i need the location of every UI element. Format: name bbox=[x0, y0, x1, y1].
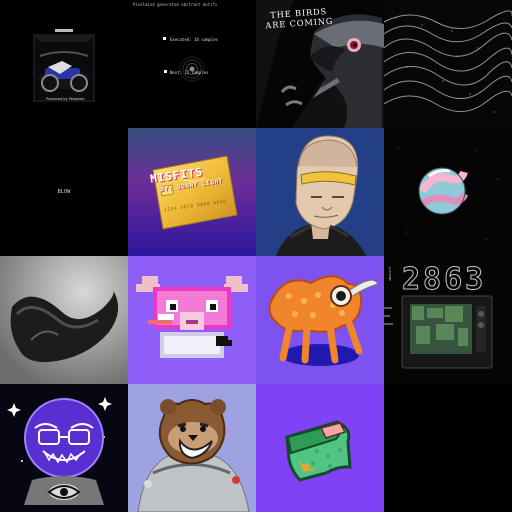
green-sticker-art bbox=[256, 384, 384, 512]
tile-green-sticker[interactable] bbox=[256, 384, 384, 512]
tile-shell-object[interactable] bbox=[0, 256, 128, 384]
tv-number: 2863 bbox=[401, 262, 487, 298]
tile-terminal-orbit[interactable]: Pixelmind generated abstract motifs Exec… bbox=[128, 0, 256, 128]
black-tile-art bbox=[0, 128, 128, 256]
crow-art bbox=[256, 0, 384, 128]
tile-misfits-card[interactable]: MISFITS BY: SUNNY LIGHT 1234 5678 9999 0… bbox=[128, 128, 256, 256]
tile-wave-noise[interactable] bbox=[384, 0, 512, 128]
bear-astronaut-art bbox=[128, 384, 256, 512]
tv-2863-art bbox=[384, 256, 512, 384]
tile-motorcycle-box[interactable]: Produced by Peepeesi bbox=[0, 0, 128, 128]
orange-creature-art bbox=[256, 256, 384, 384]
bald-man-art bbox=[256, 128, 384, 256]
motorcycle-box-art bbox=[0, 0, 128, 128]
crystal-ball-art bbox=[0, 384, 128, 512]
motorcycle-caption: Produced by Peepeesi bbox=[46, 97, 85, 101]
planet-art bbox=[384, 128, 512, 256]
terminal-orbit-art bbox=[128, 0, 256, 128]
terminal-line-1: Executed: 16 samples bbox=[170, 37, 219, 42]
tile-bear-astronaut[interactable] bbox=[128, 384, 256, 512]
tile-bald-man[interactable] bbox=[256, 128, 384, 256]
wave-noise-art bbox=[384, 0, 512, 128]
tile-planet[interactable] bbox=[384, 128, 512, 256]
terminal-header: Pixelmind generated abstract motifs bbox=[133, 2, 218, 7]
misfits-card-art bbox=[128, 128, 256, 256]
tile-crystal-ball[interactable] bbox=[0, 384, 128, 512]
shell-object-art bbox=[0, 256, 128, 384]
tile-black-center-text[interactable]: BLOW bbox=[0, 128, 128, 256]
tv-vertical-text: VELOCITY bbox=[388, 266, 392, 281]
center-text: BLOW bbox=[57, 189, 71, 195]
tile-pixel-creature[interactable] bbox=[128, 256, 256, 384]
pixel-creature-art bbox=[128, 256, 256, 384]
terminal-line-2: Next: 12 samples bbox=[170, 70, 209, 75]
tile-tv-2863[interactable]: 2863 VELOCITY bbox=[384, 256, 512, 384]
tile-orange-creature[interactable] bbox=[256, 256, 384, 384]
tile-crow[interactable]: THE BIRDS ARE COMING bbox=[256, 0, 384, 128]
